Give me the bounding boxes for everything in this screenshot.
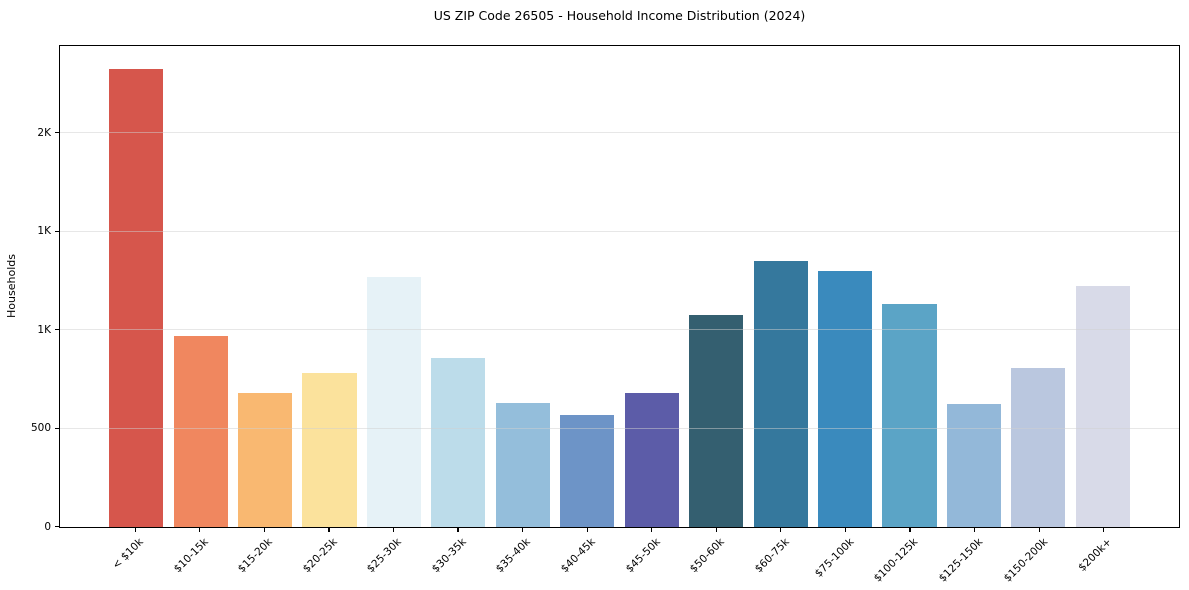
y-tick-label: 0 [44,520,51,533]
bar-slot [104,46,168,527]
bar-$20-25k [302,373,357,527]
x-tick-mark [973,528,976,532]
bar-slot [168,46,232,527]
x-tick-label: $50-60k [687,536,727,576]
bar-$60-75k [753,260,808,527]
bar-slot [620,46,684,527]
y-tick-mark [55,329,59,331]
bar-$200k+ [1075,285,1130,527]
y-tick-mark [55,132,59,134]
bar-slot [555,46,619,527]
x-tick-label: $75-100k [812,536,856,580]
x-tick-mark [522,528,524,532]
bar-$40-45k [560,414,615,527]
bar-slot [684,46,748,527]
y-tick-label: 500 [30,422,51,435]
gridline-2K [60,132,1179,134]
bar-$30-35k [431,358,486,527]
gridline-1K [60,329,1179,331]
bar-$45-50k [624,392,679,527]
y-tick-mark [55,427,59,429]
bar-slot [942,46,1006,527]
x-tick-label: $45-50k [623,536,663,576]
y-tick-mark [55,526,59,528]
x-tick-mark [134,528,136,532]
x-tick-label: $20-25k [300,536,340,576]
bar-$25-30k [366,276,422,527]
x-tick-mark [392,528,395,532]
bar-slot [426,46,490,527]
x-tick-label: $60-75k [752,536,792,576]
bar-slot [362,46,426,527]
y-tick-label: 1K [37,323,51,336]
bar-$35-40k [495,402,550,527]
bar-$100-125k [882,304,937,527]
bar-slot [748,46,812,527]
gridline-1K [60,230,1179,232]
bar-$125-150k [946,403,1001,527]
x-tick-label: $40-45k [558,536,598,576]
bar-< $10k [109,68,164,527]
x-tick-label: < $10k [110,536,146,572]
x-tick-mark [715,528,717,532]
bar-slot [297,46,361,527]
x-tick-label: $30-35k [429,536,469,576]
x-tick-mark [263,528,265,532]
x-tick-mark [844,528,847,532]
x-tick-label: $100-125k [871,536,921,585]
bar-$15-20k [238,392,293,527]
x-tick-mark [780,528,782,532]
bar-slot [1006,46,1070,527]
x-tick-label: $200k+ [1076,536,1115,574]
bar-slot [1071,46,1135,527]
x-tick-mark [586,528,588,532]
plot-area [59,45,1180,528]
x-tick-mark [1038,528,1040,532]
bar-$75-100k [817,270,873,527]
y-tick-label: 1K [37,225,51,238]
y-tick-mark [55,230,59,232]
x-tick-mark [457,528,459,532]
bar-slot [813,46,877,527]
x-tick-mark [328,528,330,532]
x-tick-label: $35-40k [494,536,534,576]
bar-slot [491,46,555,527]
x-tick-label: $125-150k [936,536,986,585]
bar-$50-60k [689,315,744,527]
bar-slot [877,46,941,527]
x-tick-label: $10-15k [171,536,211,576]
bar-$10-15k [173,335,228,527]
y-tick-label: 2K [37,126,51,139]
x-tick-mark [651,528,653,532]
x-tick-label: $15-20k [235,536,275,576]
chart-title: US ZIP Code 26505 - Household Income Dis… [433,8,806,23]
gridline-500 [60,427,1179,429]
x-tick-mark [199,528,201,532]
x-tick-mark [909,528,911,532]
bars-layer [60,46,1179,527]
x-tick-label: $150-200k [1001,536,1050,585]
x-tick-label: $25-30k [364,536,405,576]
y-axis-label: Households [5,254,18,318]
x-tick-mark [1103,528,1105,532]
bar-slot [233,46,297,527]
bar-$150-200k [1011,368,1066,527]
